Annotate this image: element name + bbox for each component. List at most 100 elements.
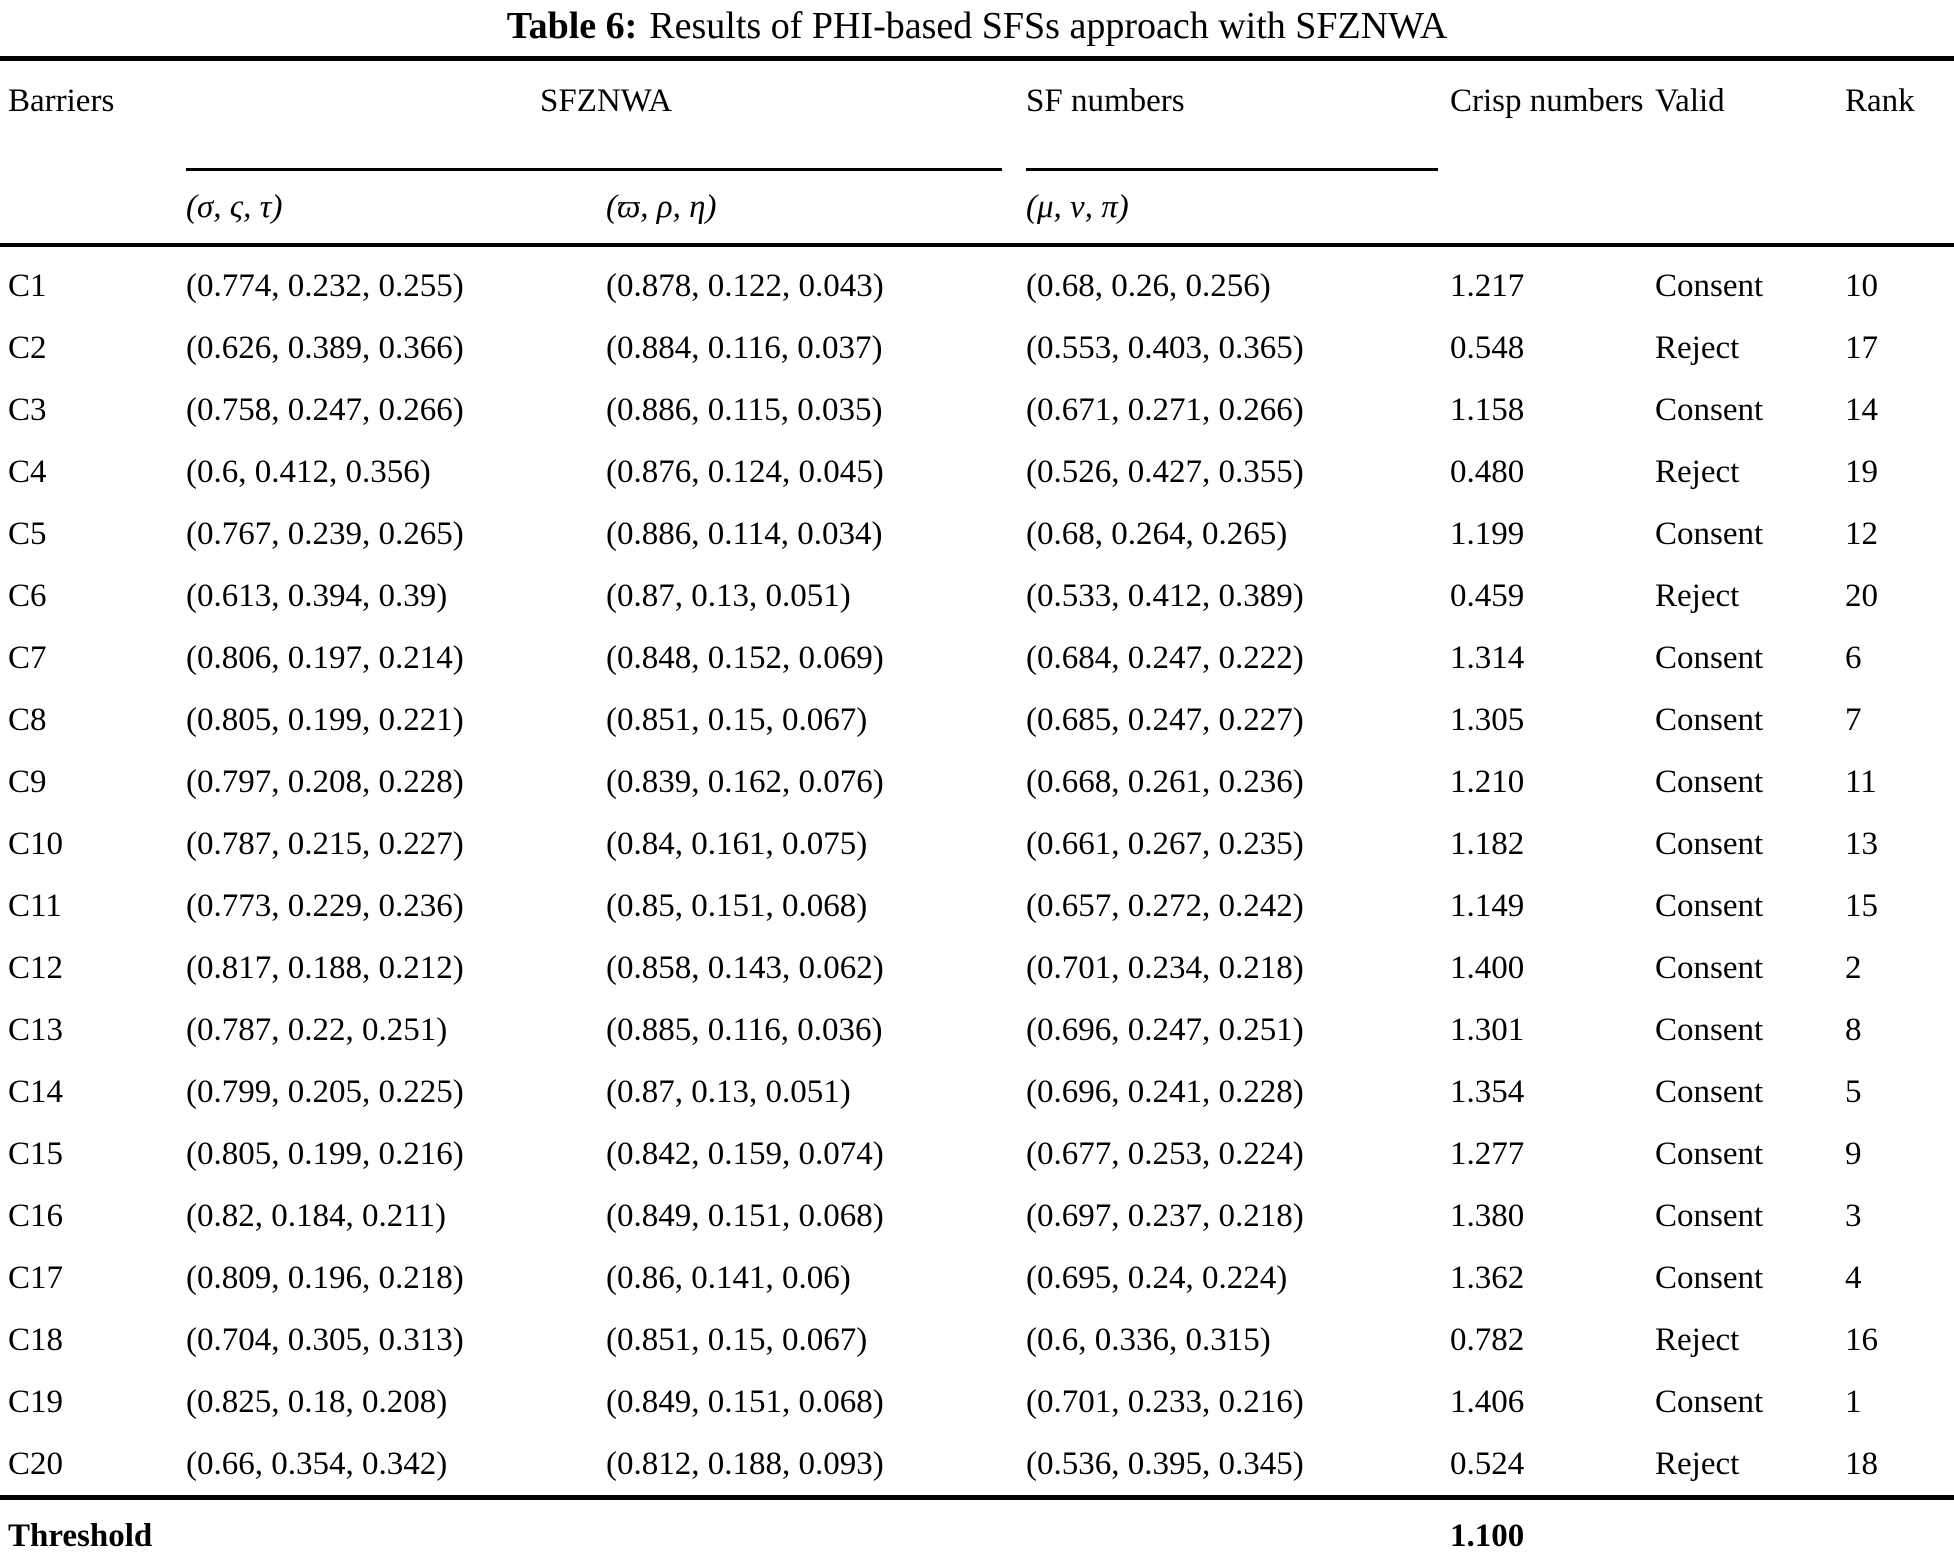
cell-crisp-number: 1.149 — [1450, 887, 1525, 924]
sfznwa-rule-cell — [186, 165, 1026, 171]
cell-sfznwa-tuple-1: (0.825, 0.18, 0.208) — [186, 1383, 448, 1420]
cell-sfznwa-tuple-2: (0.884, 0.116, 0.037) — [606, 329, 883, 366]
cell-sf-number-tuple: (0.553, 0.403, 0.365) — [1026, 329, 1304, 366]
cell-sf-number-tuple: (0.685, 0.247, 0.227) — [1026, 701, 1304, 738]
cell-sfznwa-tuple-2: (0.812, 0.188, 0.093) — [606, 1445, 884, 1482]
table-row: C3 (0.758, 0.247, 0.266) (0.886, 0.115, 0.… — [0, 379, 1954, 441]
cell-valid: Consent — [1655, 1383, 1764, 1420]
cell-crisp-number: 1.277 — [1450, 1135, 1525, 1172]
cell-rank: 1 — [1845, 1383, 1862, 1420]
cell-barrier: C19 — [8, 1383, 64, 1420]
cell-rank: 17 — [1845, 329, 1878, 366]
cell-sfznwa-tuple-2: (0.842, 0.159, 0.074) — [606, 1135, 884, 1172]
cell-valid: Consent — [1655, 1011, 1764, 1048]
cell-sf-number-tuple: (0.668, 0.261, 0.236) — [1026, 763, 1304, 800]
cell-sfznwa-tuple-2: (0.851, 0.15, 0.067) — [606, 1321, 868, 1358]
cell-sfznwa-tuple-1: (0.774, 0.232, 0.255) — [186, 267, 464, 304]
cell-sf-number-tuple: (0.701, 0.234, 0.218) — [1026, 949, 1304, 986]
cell-sfznwa-tuple-1: (0.773, 0.229, 0.236) — [186, 887, 464, 924]
cell-crisp-number: 0.782 — [1450, 1321, 1525, 1358]
cell-crisp-number: 0.524 — [1450, 1445, 1525, 1482]
cell-sf-number-tuple: (0.671, 0.271, 0.266) — [1026, 391, 1304, 428]
cell-sf-number-tuple: (0.696, 0.247, 0.251) — [1026, 1011, 1304, 1048]
table-row: C4 (0.6, 0.412, 0.356) (0.876, 0.124, 0.04… — [0, 441, 1954, 503]
cell-barrier: C13 — [8, 1011, 64, 1048]
cell-sfznwa-tuple-2: (0.848, 0.152, 0.069) — [606, 639, 884, 676]
cell-crisp-number: 0.548 — [1450, 329, 1525, 366]
table-caption-label: Table 6: — [506, 5, 638, 47]
table-header: Barriers SFZNWA SF numbers Crisp numbers… — [0, 58, 1954, 247]
cell-valid: Consent — [1655, 267, 1764, 304]
cell-valid: Consent — [1655, 763, 1764, 800]
col-header-valid: Valid — [1655, 58, 1845, 247]
cell-valid: Reject — [1655, 1321, 1740, 1358]
cell-barrier: C3 — [8, 391, 47, 428]
cell-sfznwa-tuple-2: (0.87, 0.13, 0.051) — [606, 1073, 851, 1110]
table-row: C2 (0.626, 0.389, 0.366) (0.884, 0.116, 0.… — [0, 317, 1954, 379]
cell-crisp-number: 1.406 — [1450, 1383, 1525, 1420]
sfznwa-underline — [186, 168, 1002, 171]
col-group-sfznwa: SFZNWA — [539, 83, 673, 119]
cell-barrier: C8 — [8, 701, 47, 738]
cell-rank: 13 — [1845, 825, 1878, 862]
cell-barrier: C20 — [8, 1445, 64, 1482]
cell-valid: Consent — [1655, 1197, 1764, 1234]
cell-sf-number-tuple: (0.6, 0.336, 0.315) — [1026, 1321, 1271, 1358]
cell-sfznwa-tuple-1: (0.797, 0.208, 0.228) — [186, 763, 464, 800]
cell-crisp-number: 1.380 — [1450, 1197, 1525, 1234]
threshold-label: Threshold — [0, 1495, 1450, 1567]
table-caption-text: Results of PHI-based SFSs approach with … — [649, 5, 1448, 47]
cell-sfznwa-tuple-2: (0.851, 0.15, 0.067) — [606, 701, 868, 738]
cell-barrier: C5 — [8, 515, 47, 552]
cell-barrier: C4 — [8, 453, 47, 490]
header-group-row: Barriers SFZNWA SF numbers Crisp numbers… — [0, 58, 1954, 247]
col-subheader-sigma-tuple: (σ, ς, τ) — [186, 171, 606, 247]
cell-sf-number-tuple: (0.536, 0.395, 0.345) — [1026, 1445, 1304, 1482]
cell-valid: Consent — [1655, 887, 1764, 924]
cell-rank: 16 — [1845, 1321, 1878, 1358]
table-row: C5 (0.767, 0.239, 0.265) (0.886, 0.114, 0.… — [0, 503, 1954, 565]
table-footer: Threshold 1.100 — [0, 1495, 1954, 1567]
cell-sfznwa-tuple-1: (0.704, 0.305, 0.313) — [186, 1321, 464, 1358]
cell-rank: 14 — [1845, 391, 1878, 428]
threshold-value: 1.100 — [1450, 1495, 1655, 1567]
cell-sf-number-tuple: (0.657, 0.272, 0.242) — [1026, 887, 1304, 924]
cell-barrier: C11 — [8, 887, 62, 924]
cell-valid: Reject — [1655, 577, 1740, 614]
threshold-rank-cell — [1845, 1495, 1954, 1567]
cell-rank: 3 — [1845, 1197, 1862, 1234]
cell-barrier: C6 — [8, 577, 47, 614]
cell-rank: 6 — [1845, 639, 1862, 676]
cell-rank: 9 — [1845, 1135, 1862, 1172]
cell-sfznwa-tuple-1: (0.767, 0.239, 0.265) — [186, 515, 464, 552]
cell-barrier: C15 — [8, 1135, 64, 1172]
cell-sf-number-tuple: (0.695, 0.24, 0.224) — [1026, 1259, 1288, 1296]
cell-sfznwa-tuple-1: (0.809, 0.196, 0.218) — [186, 1259, 464, 1296]
results-table: Barriers SFZNWA SF numbers Crisp numbers… — [0, 56, 1954, 1567]
table-caption: Table 6: Results of PHI-based SFSs approa… — [0, 0, 1954, 56]
cell-valid: Reject — [1655, 1445, 1740, 1482]
cell-sfznwa-tuple-1: (0.799, 0.205, 0.225) — [186, 1073, 464, 1110]
col-header-barriers: Barriers — [0, 58, 186, 247]
cell-sfznwa-tuple-1: (0.805, 0.199, 0.216) — [186, 1135, 464, 1172]
cell-sfznwa-tuple-2: (0.886, 0.114, 0.034) — [606, 515, 883, 552]
table-row: C9 (0.797, 0.208, 0.228) (0.839, 0.162, 0.… — [0, 751, 1954, 813]
cell-sfznwa-tuple-2: (0.878, 0.122, 0.043) — [606, 267, 884, 304]
cell-rank: 2 — [1845, 949, 1862, 986]
cell-rank: 18 — [1845, 1445, 1878, 1482]
table-row: C13 (0.787, 0.22, 0.251) (0.885, 0.116, 0.… — [0, 999, 1954, 1061]
cell-sfznwa-tuple-1: (0.6, 0.412, 0.356) — [186, 453, 431, 490]
cell-barrier: C17 — [8, 1259, 64, 1296]
col-header-crisp-numbers: Crisp numbers — [1450, 58, 1655, 247]
cell-sfznwa-tuple-2: (0.87, 0.13, 0.051) — [606, 577, 851, 614]
cell-rank: 20 — [1845, 577, 1878, 614]
cell-sfznwa-tuple-1: (0.626, 0.389, 0.366) — [186, 329, 464, 366]
cell-sf-number-tuple: (0.68, 0.26, 0.256) — [1026, 267, 1271, 304]
cell-valid: Consent — [1655, 391, 1764, 428]
cell-sfznwa-tuple-1: (0.817, 0.188, 0.212) — [186, 949, 464, 986]
cell-sfznwa-tuple-2: (0.886, 0.115, 0.035) — [606, 391, 883, 428]
cell-sf-number-tuple: (0.697, 0.237, 0.218) — [1026, 1197, 1304, 1234]
cell-sf-number-tuple: (0.701, 0.233, 0.216) — [1026, 1383, 1304, 1420]
table-row: C11 (0.773, 0.229, 0.236) (0.85, 0.151, 0.… — [0, 875, 1954, 937]
threshold-row: Threshold 1.100 — [0, 1495, 1954, 1567]
